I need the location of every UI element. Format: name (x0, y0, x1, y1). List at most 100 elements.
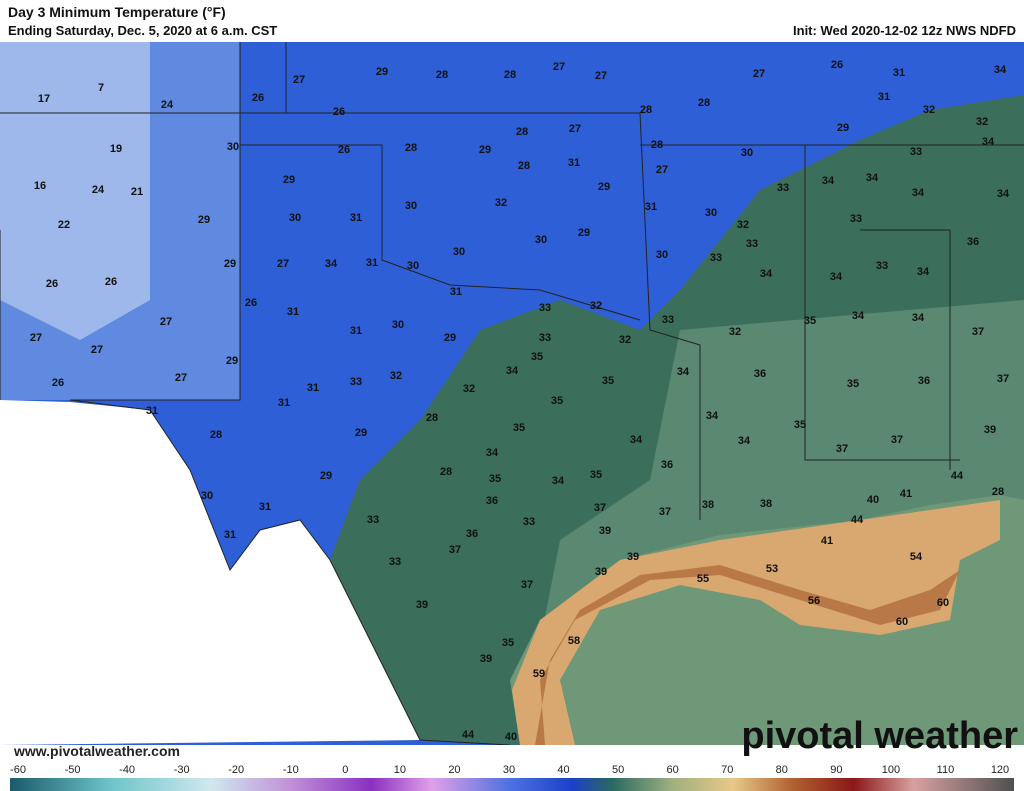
colorbar-tick: -20 (228, 764, 244, 776)
temp-label: 34 (630, 434, 643, 446)
temp-label: 29 (283, 174, 295, 186)
temp-label: 33 (523, 516, 535, 528)
temp-label: 30 (392, 319, 404, 331)
temp-label: 27 (30, 332, 42, 344)
logo: pivotal weather (741, 715, 1018, 757)
temp-label: 34 (760, 268, 773, 280)
temp-label: 31 (287, 306, 299, 318)
temp-label: 27 (293, 74, 305, 86)
temp-label: 33 (850, 213, 862, 225)
title: Day 3 Minimum Temperature (°F) (8, 4, 226, 20)
temp-label: 28 (440, 466, 452, 478)
temp-label: 27 (753, 68, 765, 80)
temp-label: 37 (972, 326, 984, 338)
temp-label: 31 (645, 201, 657, 213)
temp-label: 34 (994, 64, 1007, 76)
temp-label: 22 (58, 219, 70, 231)
temp-label: 32 (976, 116, 988, 128)
temp-label: 24 (92, 184, 105, 196)
temp-label: 31 (224, 529, 236, 541)
temp-label: 30 (405, 200, 417, 212)
temp-label: 37 (449, 544, 461, 556)
temp-label: 36 (661, 459, 673, 471)
temp-label: 29 (320, 470, 332, 482)
temp-label: 37 (659, 506, 671, 518)
map-mountains (0, 42, 150, 340)
temp-label: 27 (569, 123, 581, 135)
temp-label: 36 (466, 528, 478, 540)
colorbar-tick: 120 (991, 764, 1009, 776)
colorbar (10, 778, 1014, 791)
temp-label: 27 (595, 70, 607, 82)
temp-label: 37 (891, 434, 903, 446)
colorbar-tick: 30 (503, 764, 515, 776)
temp-label: 32 (590, 300, 602, 312)
temp-label: 29 (837, 122, 849, 134)
temp-label: 27 (553, 61, 565, 73)
colorbar-tick: 100 (882, 764, 900, 776)
temp-label: 26 (252, 92, 264, 104)
colorbar-tick: 20 (448, 764, 460, 776)
temp-label: 60 (896, 616, 908, 628)
temp-label: 40 (505, 731, 517, 743)
temp-label: 34 (912, 187, 925, 199)
gulf-warm (512, 500, 1000, 745)
temp-label: 31 (307, 382, 319, 394)
temp-label: 33 (777, 182, 789, 194)
temp-label: 44 (462, 729, 475, 741)
temp-label: 27 (656, 164, 668, 176)
temp-label: 34 (917, 266, 930, 278)
temp-label: 39 (416, 599, 428, 611)
temp-label: 26 (333, 106, 345, 118)
colorbar-tick: 110 (937, 764, 955, 776)
temp-label: 34 (852, 310, 865, 322)
colorbar-tick: 0 (342, 764, 348, 776)
temp-label: 58 (568, 635, 580, 647)
temp-label: 33 (539, 332, 551, 344)
temp-label: 31 (350, 325, 362, 337)
temp-label: 35 (551, 395, 563, 407)
temp-label: 33 (746, 238, 758, 250)
temp-label: 30 (227, 141, 239, 153)
temp-label: 28 (651, 139, 663, 151)
temp-label: 28 (516, 126, 528, 138)
temp-label: 29 (226, 355, 238, 367)
temp-label: 31 (450, 286, 462, 298)
temp-label: 34 (912, 312, 925, 324)
colorbar-tick: -60 (10, 764, 26, 776)
colorbar-ticks: -60 -50 -40 -30 -20 -10 0 10 20 30 40 50 60 70 80 90 100… (10, 764, 1009, 776)
temp-label: 35 (794, 419, 806, 431)
temp-label: 29 (479, 144, 491, 156)
temp-label: 56 (808, 595, 820, 607)
temp-label: 41 (821, 535, 833, 547)
temp-label: 36 (967, 236, 979, 248)
temp-label: 32 (463, 383, 475, 395)
temp-label: 33 (876, 260, 888, 272)
temp-label: 32 (619, 334, 631, 346)
temp-label: 34 (738, 435, 751, 447)
temp-label: 34 (677, 366, 690, 378)
temp-label: 55 (697, 573, 709, 585)
temp-label: 30 (453, 246, 465, 258)
temp-label: 35 (489, 473, 501, 485)
temp-label: 37 (521, 579, 533, 591)
temp-label: 34 (982, 136, 995, 148)
temp-label: 27 (91, 344, 103, 356)
temp-label: 54 (910, 551, 923, 563)
temp-label: 30 (407, 260, 419, 272)
temp-label: 34 (830, 271, 843, 283)
temp-label: 39 (599, 525, 611, 537)
temp-label: 34 (706, 410, 719, 422)
temp-label: 21 (131, 186, 143, 198)
temperature-labels: 17 7 24 26 27 29 28 28 27 27 27 26 31 34 31 32 28 28 26 19 3… (30, 59, 1010, 743)
temp-label: 30 (201, 490, 213, 502)
temp-label: 27 (175, 372, 187, 384)
subtitle: Ending Saturday, Dec. 5, 2020 at 6 a.m. … (8, 23, 277, 38)
temp-label: 31 (350, 212, 362, 224)
temp-label: 27 (160, 316, 172, 328)
temp-label: 33 (389, 556, 401, 568)
temp-label: 35 (513, 422, 525, 434)
temp-label: 38 (702, 499, 714, 511)
temp-label: 34 (866, 172, 879, 184)
colorbar-tick: 80 (776, 764, 788, 776)
